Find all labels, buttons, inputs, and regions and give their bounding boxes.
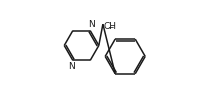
Text: N: N [68, 62, 75, 71]
Text: −: − [107, 23, 114, 32]
Text: CH: CH [103, 22, 116, 31]
Text: N: N [88, 20, 95, 29]
